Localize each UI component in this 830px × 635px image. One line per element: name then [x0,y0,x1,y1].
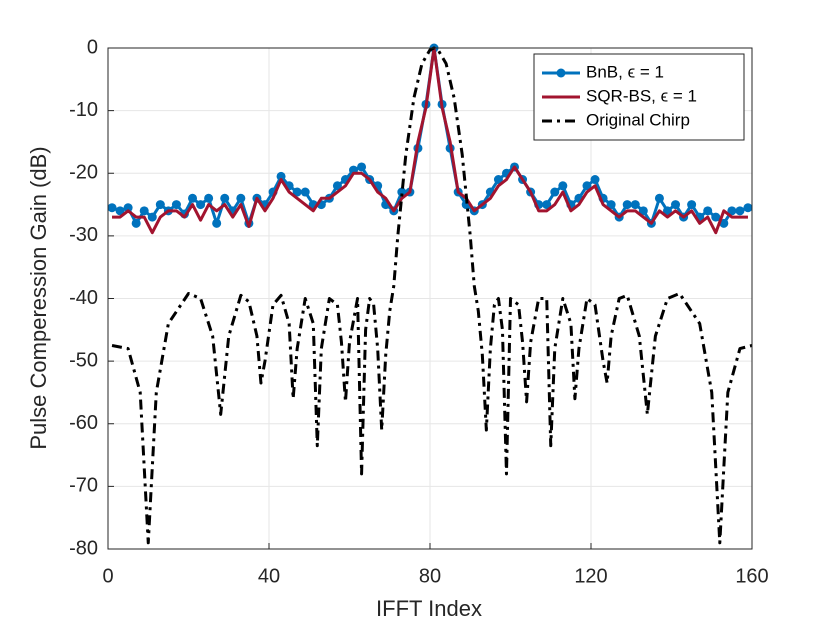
series-line [112,46,748,235]
data-point [107,203,117,213]
data-point [188,193,198,203]
x-axis-label: IFFT Index [376,596,482,621]
data-point [155,200,165,210]
x-tick-label: 0 [102,565,113,587]
y-tick-label: -70 [69,475,98,497]
legend-label: BnB, ϵ = 1 [586,62,664,81]
x-tick-label: 80 [419,565,441,587]
data-point [139,206,149,216]
data-point [542,200,552,210]
data-point [727,206,737,216]
data-point [493,175,503,185]
data-point [397,187,407,197]
data-point [276,171,286,181]
data-point [590,175,600,185]
data-point [558,181,568,191]
data-point [606,200,616,210]
data-point [204,193,214,203]
data-point [582,181,592,191]
data-point [131,218,141,228]
y-tick-label: -10 [69,99,98,121]
data-point [212,218,222,228]
y-axis-label: Pulse Comperession Gain (dB) [26,146,51,449]
data-point [662,206,672,216]
data-point [711,212,721,222]
y-tick-label: -40 [69,287,98,309]
data-point [671,200,681,210]
data-point [196,200,206,210]
legend-marker [556,68,566,78]
legend-label: SQR-BS, ϵ = 1 [586,86,697,105]
data-point [638,206,648,216]
legend: BnB, ϵ = 1 SQR-BS, ϵ = 1 Original Chirp [533,53,745,141]
data-point [171,200,181,210]
data-point [236,193,246,203]
y-tick-label: -60 [69,412,98,434]
data-point [147,212,157,222]
data-point [292,187,302,197]
data-point [123,203,133,213]
data-point [630,200,640,210]
data-point [332,181,342,191]
axes-box [107,47,753,550]
data-point [687,200,697,210]
x-tick-label: 160 [735,565,768,587]
x-tick-label: 120 [574,565,607,587]
data-point [115,206,125,216]
y-tick-label: -30 [69,224,98,246]
y-tick-label: 0 [87,36,98,58]
data-point [550,187,560,197]
legend-label: Original Chirp [586,110,690,129]
y-tick-label: -80 [69,537,98,559]
data-point [703,206,713,216]
x-tick-label: 40 [258,565,280,587]
data-point [357,162,367,172]
y-tick-label: -20 [69,162,98,184]
data-point [300,187,310,197]
data-point [743,203,753,213]
data-point [220,193,230,203]
data-point [622,200,632,210]
data-point [735,206,745,216]
y-tick-label: -50 [69,349,98,371]
data-point [654,193,664,203]
